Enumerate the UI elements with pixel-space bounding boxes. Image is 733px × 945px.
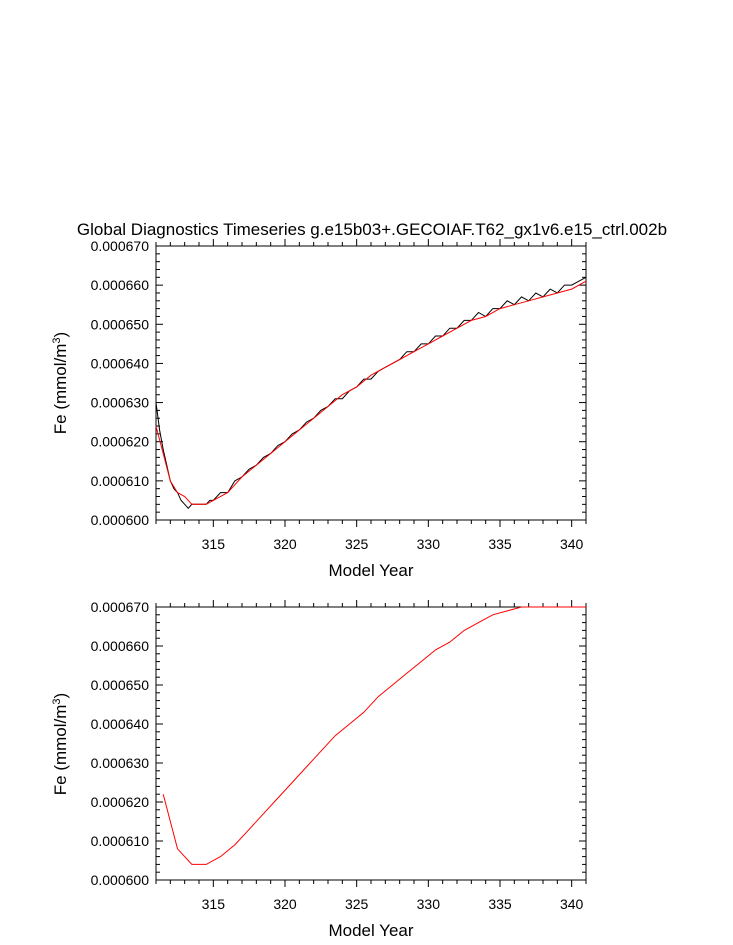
figure-title: Global Diagnostics Timeseries g.e15b03+.… <box>77 220 667 239</box>
top-y-axis-title-close: ) <box>51 332 70 338</box>
top-series-layer <box>155 276 587 510</box>
bottom-y-axis: 0.000600 0.000610 0.000620 0.000630 0.000640… <box>91 599 586 888</box>
y-tick-label: 0.000600 <box>91 872 150 888</box>
y-tick-label: 0.000620 <box>91 794 150 810</box>
top-plot-frame <box>155 245 587 521</box>
top-panel: 0.000600 0.000610 0.000620 0.000630 0.000640… <box>51 238 587 580</box>
x-tick-label: 330 <box>417 896 441 912</box>
y-tick-label: 0.000640 <box>91 716 150 732</box>
bottom-y-axis-title: Fe (mmol/m3) <box>51 693 70 795</box>
x-tick-label: 335 <box>488 536 512 552</box>
x-tick-label: 325 <box>345 896 369 912</box>
x-tick-label: 330 <box>417 536 441 552</box>
bottom-plot-frame <box>155 606 587 881</box>
x-tick-label: 320 <box>273 896 297 912</box>
y-tick-label: 0.000670 <box>91 599 150 615</box>
y-tick-label: 0.000640 <box>91 355 150 371</box>
bottom-x-axis-title: Model Year <box>328 921 413 940</box>
x-tick-label: 340 <box>560 896 584 912</box>
x-tick-label: 320 <box>273 536 297 552</box>
bottom-y-axis-title-close: ) <box>51 693 70 699</box>
x-tick-label: 315 <box>202 896 226 912</box>
y-tick-label: 0.000630 <box>91 755 150 771</box>
y-tick-label: 0.000610 <box>91 833 150 849</box>
top-y-axis: 0.000600 0.000610 0.000620 0.000630 0.000640… <box>91 238 586 528</box>
bottom-panel: 0.000600 0.000610 0.000620 0.000630 0.000640… <box>51 599 587 940</box>
y-tick-label: 0.000610 <box>91 473 150 489</box>
top-x-axis-title: Model Year <box>328 561 413 580</box>
top-x-axis: 315 320 325 330 335 340 <box>155 239 587 552</box>
bottom-y-axis-title-main: Fe (mmol/m <box>51 705 70 796</box>
y-tick-label: 0.000660 <box>91 277 150 293</box>
bottom-y-axis-title-sup: 3 <box>51 698 63 704</box>
y-tick-label: 0.000660 <box>91 638 150 654</box>
bottom-series-line-0 <box>162 606 586 865</box>
x-tick-label: 325 <box>345 536 369 552</box>
y-tick-label: 0.000650 <box>91 316 150 332</box>
y-tick-label: 0.000600 <box>91 512 150 528</box>
top-series-line-1 <box>155 280 587 505</box>
x-tick-label: 340 <box>560 536 584 552</box>
y-tick-label: 0.000630 <box>91 395 150 411</box>
y-tick-label: 0.000620 <box>91 434 150 450</box>
y-tick-label: 0.000670 <box>91 238 150 254</box>
top-y-axis-title: Fe (mmol/m3) <box>51 332 70 434</box>
bottom-x-axis: 315 320 325 330 335 340 <box>155 600 587 912</box>
top-y-axis-title-sup: 3 <box>51 337 63 343</box>
top-y-axis-title-main: Fe (mmol/m <box>51 344 70 435</box>
x-tick-label: 315 <box>202 536 226 552</box>
bottom-series-layer <box>162 606 586 865</box>
x-tick-label: 335 <box>488 896 512 912</box>
y-tick-label: 0.000650 <box>91 677 150 693</box>
